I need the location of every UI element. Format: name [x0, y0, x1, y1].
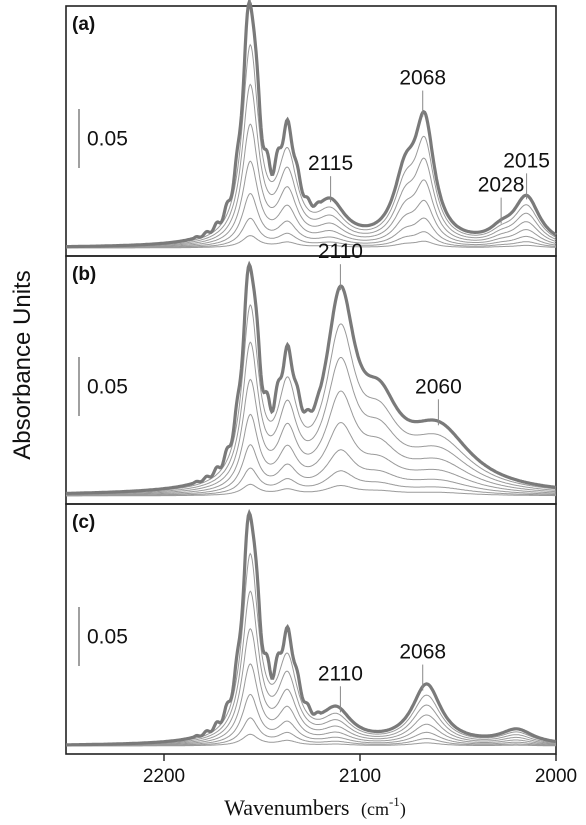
peak-label: 2068	[399, 67, 446, 90]
spectrum-line	[66, 590, 557, 746]
scale-bar-label: 0.05	[87, 376, 128, 399]
panel-frame	[65, 255, 557, 505]
spectrum-line	[65, 341, 557, 495]
panel-label: (a)	[72, 14, 95, 35]
x-tick-label: 2000	[535, 766, 577, 787]
spectrum-line	[66, 663, 556, 747]
x-axis-label-main: Wavenumbers	[224, 795, 349, 820]
x-axis-label-unit-close: )	[400, 799, 406, 820]
spectrum-line	[66, 413, 557, 496]
scale-bar-label: 0.05	[87, 128, 128, 151]
panel-frame	[65, 503, 557, 755]
panel-label: (c)	[72, 512, 95, 533]
x-axis-label: Wavenumbers (cm-1)	[224, 794, 406, 820]
spectrum-line	[66, 467, 556, 497]
x-axis: 2200 2100 2000	[143, 754, 577, 787]
spectrum-line	[66, 378, 557, 496]
spectrum-line	[66, 303, 557, 495]
peak-label: 2028	[478, 174, 525, 197]
x-tick-label: 2100	[339, 766, 381, 787]
x-tick-label: 2200	[143, 766, 185, 787]
peak-label: 2015	[503, 149, 550, 172]
scale-bar-label: 0.05	[87, 626, 128, 649]
peak-label: 2110	[318, 240, 363, 263]
spectrum-line	[66, 444, 556, 496]
y-axis-label: Absorbance Units	[9, 270, 36, 459]
spectrum-line	[65, 260, 557, 495]
peak-label: 2115	[308, 152, 353, 175]
peak-label: 2110	[318, 662, 363, 685]
x-axis-label-unit-sup: -1	[389, 794, 400, 809]
panel-a: (a)0.0521562115206820282015	[65, 0, 557, 257]
spectrum-line	[66, 43, 557, 248]
spectrum-line	[66, 123, 557, 248]
peak-label: 2060	[415, 375, 462, 398]
x-axis-label-unit-open: (cm	[361, 799, 389, 820]
peak-label: 2068	[399, 641, 446, 664]
panel-b: (b) 0.05 2110 2060	[65, 240, 557, 505]
panel-c: (c) 0.05 2110 2068	[65, 503, 557, 755]
panels: (a)0.0521562115206820282015(b)0.05211020…	[65, 0, 557, 755]
spectrum-line	[66, 0, 557, 249]
spectrum-line	[66, 627, 556, 746]
panel-label: (b)	[72, 264, 96, 285]
spectrum-line	[66, 552, 557, 746]
spectrum-line	[66, 508, 557, 747]
